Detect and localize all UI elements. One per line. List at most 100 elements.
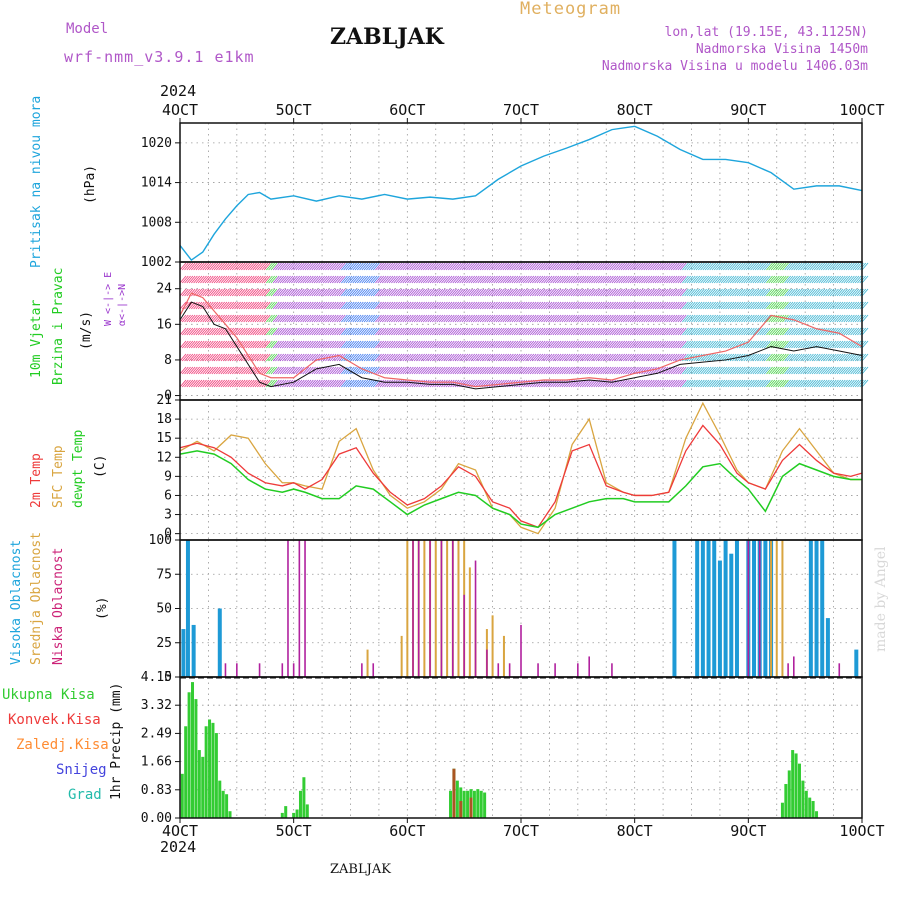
wind-barb — [438, 379, 446, 388]
wind-barb — [304, 275, 312, 284]
wind-barb — [720, 314, 728, 323]
wind-barb — [816, 262, 823, 271]
wind-barb — [279, 314, 287, 323]
wind-barb — [436, 288, 444, 297]
wind-barb — [484, 340, 491, 349]
wind-barb — [670, 314, 678, 323]
wind-barb — [272, 262, 280, 271]
cloud-low-bar — [463, 594, 465, 677]
wind-barb — [795, 353, 803, 362]
wind-barb — [479, 275, 487, 284]
wind-barb — [736, 327, 744, 336]
wind-barb — [356, 262, 364, 271]
wind-barb — [443, 353, 451, 362]
wind-barb — [563, 353, 571, 362]
wind-barb — [291, 301, 298, 310]
wind-barb — [520, 340, 528, 349]
wind-barb — [295, 314, 303, 323]
wind-barb — [202, 262, 210, 271]
wind-barb — [259, 314, 266, 323]
wind-barb — [227, 275, 235, 284]
wind-barb — [752, 366, 760, 375]
wind-barb — [786, 262, 794, 271]
wind-barb — [670, 379, 678, 388]
wind-barb — [750, 275, 757, 284]
wind-barb — [420, 288, 428, 297]
wind-barb — [343, 366, 351, 375]
wind-barb — [650, 262, 657, 271]
precip-total-bar — [462, 790, 466, 818]
wind-barb — [368, 340, 376, 349]
wind-barb — [625, 327, 632, 336]
wind-barb — [632, 275, 639, 284]
wind-barb — [800, 340, 807, 349]
wind-barb — [491, 262, 498, 271]
wind-barb — [375, 353, 382, 362]
wind-barb — [747, 353, 755, 362]
wind-barb — [377, 353, 385, 362]
cloud-high-bar — [723, 540, 728, 677]
wind-barb — [534, 275, 541, 284]
wind-barb — [670, 327, 678, 336]
wind-barb — [222, 275, 230, 284]
wind-barb — [400, 314, 407, 323]
wind-barb — [488, 340, 496, 349]
wind-barb — [577, 379, 585, 388]
wind-barb — [654, 262, 662, 271]
wind-barb — [429, 301, 437, 310]
wind-barb — [225, 340, 232, 349]
wind-barb — [468, 314, 476, 323]
wind-barb — [459, 314, 466, 323]
wind-barb — [711, 327, 719, 336]
wind-barb — [727, 262, 735, 271]
wind-barb — [454, 353, 462, 362]
wind-barb — [702, 262, 710, 271]
wind-barb — [798, 366, 805, 375]
wind-barb — [752, 262, 760, 271]
wind-barb — [368, 353, 376, 362]
wind-barb — [438, 301, 446, 310]
wind-barb — [613, 327, 621, 336]
wind-barb — [750, 366, 757, 375]
wind-barb — [707, 262, 714, 271]
wind-barb — [379, 327, 387, 336]
wind-barb — [331, 301, 339, 310]
wind-barb — [377, 301, 385, 310]
wind-barb — [547, 340, 555, 349]
wind-barb — [470, 366, 478, 375]
wind-barb — [827, 340, 835, 349]
wind-barb — [191, 379, 198, 388]
wind-barb — [191, 366, 198, 375]
wind-barb — [461, 262, 469, 271]
wind-barb — [761, 288, 769, 297]
wind-barb — [622, 327, 630, 336]
wind-barb — [768, 262, 776, 271]
wind-barb — [657, 314, 664, 323]
wind-barb — [386, 314, 394, 323]
wind-barb — [525, 288, 532, 297]
wind-barb — [331, 262, 339, 271]
wind-barb — [586, 262, 594, 271]
x-tick-label-bottom: 9OCT — [730, 822, 766, 840]
wind-barb — [400, 262, 407, 271]
cloud-mid-bar — [775, 540, 778, 677]
wind-barb — [791, 288, 798, 297]
wind-barb — [591, 288, 598, 297]
wind-barb — [313, 314, 321, 323]
wind-barb — [659, 314, 667, 323]
cloud-high-bar — [181, 629, 186, 677]
wind-barb — [743, 275, 751, 284]
wind-barb — [709, 314, 717, 323]
wind-barb — [602, 262, 610, 271]
wind-barb — [532, 262, 539, 271]
wind-barb — [604, 275, 612, 284]
wind-barb — [854, 288, 862, 297]
wind-barb — [368, 314, 376, 323]
wind-barb — [218, 301, 225, 310]
wind-barb — [582, 288, 589, 297]
wind-barb — [620, 340, 628, 349]
wind-barb — [347, 379, 355, 388]
wind-barb — [604, 301, 612, 310]
wind-barb — [845, 288, 853, 297]
wind-barb — [213, 301, 221, 310]
